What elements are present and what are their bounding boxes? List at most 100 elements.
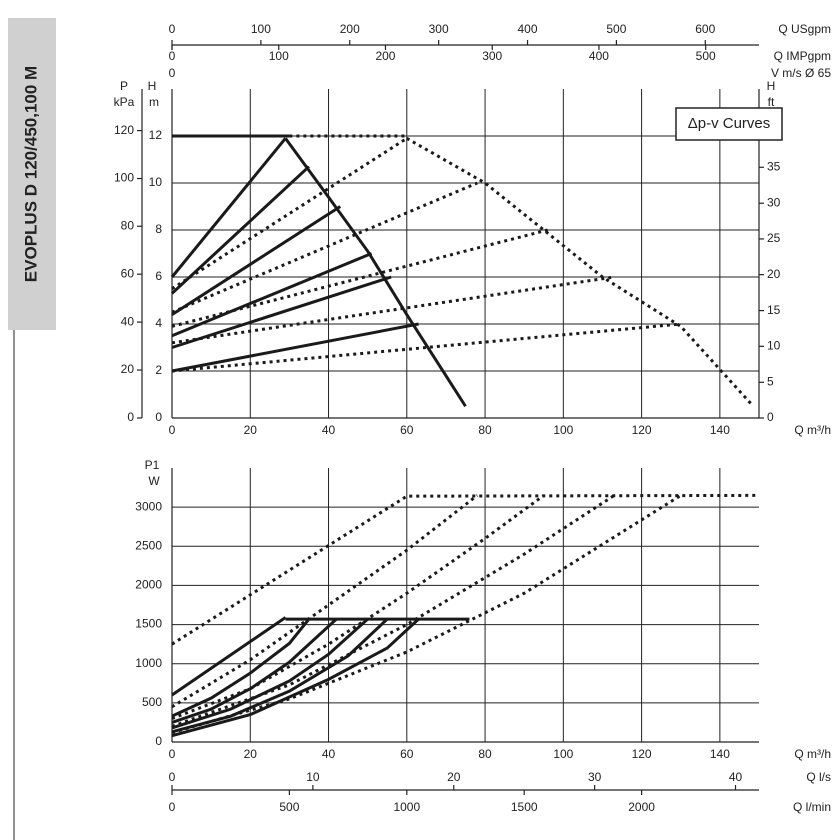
x-tick-label: 0 [169, 747, 176, 761]
curve [171, 181, 478, 314]
y-tick-label: 0 [155, 410, 162, 424]
x-tick-label: 60 [400, 747, 414, 761]
x-extra-tick-label: 100 [269, 49, 289, 63]
y-extra-tick-label: 0 [127, 410, 134, 424]
curve [171, 616, 287, 697]
curve [171, 228, 549, 328]
x-extra-tick-label: 30 [588, 770, 602, 784]
curve [171, 275, 392, 349]
x-extra-axis-label: Q IMPgpm [774, 49, 831, 63]
x-tick-label: 40 [322, 423, 336, 437]
x-extra-axis-label: Q l/s [806, 770, 831, 784]
x-extra-tick-label: 100 [251, 22, 271, 36]
x-tick-label: 120 [632, 423, 652, 437]
y-tick-label: 1000 [135, 656, 162, 670]
side-title: EVOPLUS D 120/450,100 M [21, 66, 40, 282]
y-tick-label: 3000 [135, 499, 162, 513]
curve [171, 494, 682, 735]
x-extra-tick-label: 0 [169, 770, 176, 784]
curve [170, 165, 310, 295]
x-tick-label: 100 [553, 423, 573, 437]
side-panel [8, 18, 56, 330]
y-extra-tick-label: 120 [114, 123, 134, 137]
x-extra-tick-label: 0 [169, 22, 176, 36]
x-axis-label: Q m³/h [794, 747, 831, 761]
curve [170, 137, 287, 278]
x-extra-tick-label: 20 [447, 770, 461, 784]
x-extra-tick-label: 400 [518, 22, 538, 36]
y-tick-label: 2500 [135, 538, 162, 552]
y-extra-axis-label: P [120, 79, 128, 93]
y-extra-tick-label: 80 [121, 218, 135, 232]
y-tick-label: 12 [149, 128, 163, 142]
curve [171, 322, 419, 373]
y-tick-label: 1500 [135, 617, 162, 631]
y-tick-label: 8 [155, 222, 162, 236]
curve [171, 618, 311, 718]
y-extra-tick-label: 30 [767, 195, 781, 209]
x-extra-tick-label: 0 [169, 49, 176, 63]
y-axis-label: W [148, 474, 160, 488]
y-tick-label: 500 [142, 695, 162, 709]
x-tick-label: 80 [478, 747, 492, 761]
curve [171, 137, 408, 291]
x-extra-tick-label: 400 [589, 49, 609, 63]
x-tick-label: 140 [710, 747, 730, 761]
y-tick-label: 0 [155, 734, 162, 748]
x-extra-tick-label: 1000 [393, 800, 420, 814]
curve [171, 617, 389, 734]
y-extra-axis-label: H [767, 79, 776, 93]
x-tick-label: 40 [322, 747, 336, 761]
x-extra-tick-label: 2000 [628, 800, 655, 814]
y-tick-label: 10 [149, 175, 163, 189]
y-axis-label: H [148, 79, 157, 93]
annotation: Δp-v Curves [688, 115, 771, 132]
curve [171, 494, 616, 728]
x-extra-tick-label: 40 [729, 770, 743, 784]
x-extra-tick-label: 1500 [511, 800, 538, 814]
x-extra-tick-label: 200 [340, 22, 360, 36]
y-extra-axis-label: kPa [114, 95, 135, 109]
x-axis-label: Q m³/h [794, 423, 831, 437]
x-tick-label: 60 [400, 423, 414, 437]
y-extra-tick-label: 20 [121, 362, 135, 376]
curve [171, 275, 615, 345]
x-extra-axis-label: Q USgpm [778, 22, 831, 36]
y-extra-tick-label: 0 [767, 410, 774, 424]
y-tick-label: 4 [155, 316, 162, 330]
x-tick-label: 140 [710, 423, 730, 437]
x-extra-tick-label: 0 [169, 66, 176, 80]
x-extra-axis-label: Q l/min [793, 800, 831, 814]
x-extra-tick-label: 300 [482, 49, 502, 63]
curve [171, 252, 373, 338]
curve [406, 137, 753, 405]
y-extra-tick-label: 15 [767, 303, 781, 317]
y-tick-label: 6 [155, 269, 162, 283]
y-axis-label: P1 [145, 458, 160, 472]
x-tick-label: 20 [244, 747, 258, 761]
x-extra-tick-label: 600 [695, 22, 715, 36]
curve [171, 617, 369, 730]
y-extra-tick-label: 10 [767, 338, 781, 352]
curve [284, 137, 467, 408]
y-tick-label: 2000 [135, 578, 162, 592]
y-extra-tick-label: 60 [121, 266, 135, 280]
x-tick-label: 80 [478, 423, 492, 437]
y-extra-tick-label: 100 [114, 171, 134, 185]
x-extra-tick-label: 200 [375, 49, 395, 63]
x-tick-label: 120 [632, 747, 652, 761]
x-extra-tick-label: 500 [606, 22, 626, 36]
x-tick-label: 0 [169, 423, 176, 437]
y-extra-tick-label: 35 [767, 159, 781, 173]
y-extra-tick-label: 20 [767, 267, 781, 281]
y-extra-axis-label: ft [768, 95, 775, 109]
curve [171, 494, 545, 720]
x-tick-label: 20 [244, 423, 258, 437]
curve [171, 493, 760, 646]
curve [171, 205, 342, 316]
x-extra-tick-label: 500 [696, 49, 716, 63]
x-extra-tick-label: 500 [279, 800, 299, 814]
y-tick-label: 2 [155, 363, 162, 377]
curve [171, 322, 681, 373]
